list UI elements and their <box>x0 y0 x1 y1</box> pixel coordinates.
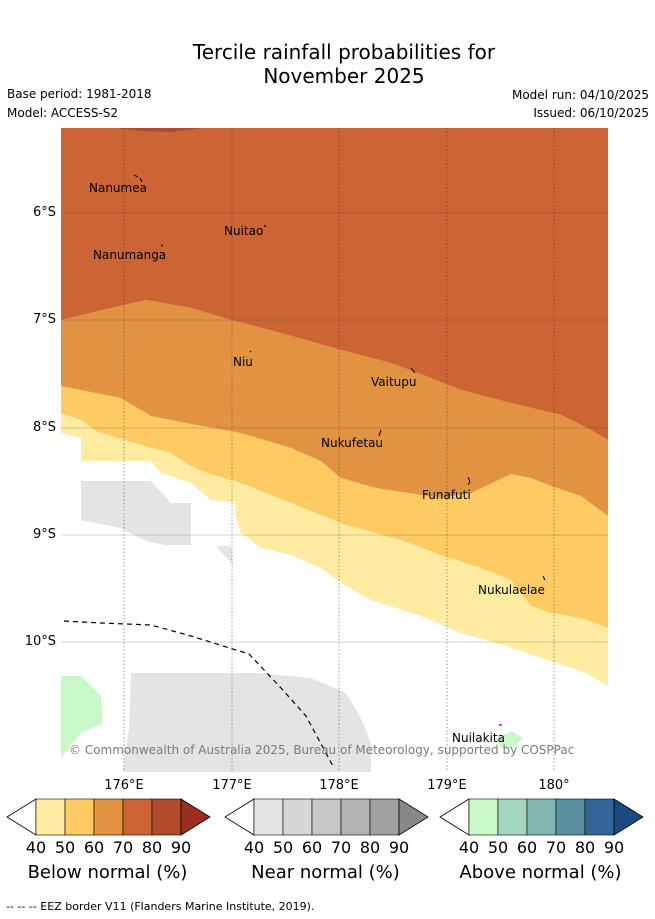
colorbar-extend-high <box>180 798 211 836</box>
colorbar-segment <box>122 798 153 836</box>
cb-above-tick: 90 <box>603 838 625 857</box>
place-label-funafuti: Funafuti <box>422 488 471 502</box>
colorbar-extend-low <box>439 798 470 836</box>
island-nukufetau <box>378 429 382 437</box>
eez-border <box>63 620 335 769</box>
colorbar-segment <box>35 798 66 836</box>
model-run: Model run: 04/10/2025 <box>511 88 649 102</box>
island-niu <box>249 350 252 353</box>
cb-above-tick: 70 <box>545 838 567 857</box>
colorbar-segment <box>64 798 95 836</box>
colorbar-near <box>224 798 429 836</box>
lat-label-10s: 10°S <box>24 634 56 649</box>
copyright-notice: © Commonwealth of Australia 2025, Bureau… <box>69 743 574 757</box>
eez-footer-note: -- -- -- EEZ border V11 (Flanders Marine… <box>6 900 315 913</box>
place-label-nanumanga: Nanumanga <box>93 248 166 262</box>
island-funafuti <box>467 476 471 486</box>
cb-above-tick: 60 <box>516 838 538 857</box>
cb-above-tick: 40 <box>458 838 480 857</box>
lat-label-7s: 7°S <box>32 312 56 327</box>
colorbar-segment <box>468 798 499 836</box>
band-60-70 <box>61 300 608 516</box>
cb-below-tick: 50 <box>54 838 76 857</box>
colorbar-above-title: Above normal (%) <box>459 862 622 883</box>
colorbar-segment <box>253 798 284 836</box>
lat-grid-lines <box>61 212 608 643</box>
cb-below-tick: 40 <box>25 838 47 857</box>
colorbar-extend-high <box>613 798 644 836</box>
lon-label-180: 180° <box>538 778 570 793</box>
colorbar-segment <box>584 798 615 836</box>
band-40-50 <box>61 413 608 686</box>
place-label-nukufetau: Nukufetau <box>321 436 383 450</box>
island-nukulaelae <box>542 575 546 581</box>
issued-date: Issued: 06/10/2025 <box>533 106 649 120</box>
colorbar-extend-low <box>6 798 37 836</box>
place-label-vaitupu: Vaitupu <box>371 375 417 389</box>
lat-label-6s: 6°S <box>32 205 56 220</box>
colorbar-above <box>439 798 644 836</box>
colorbar-segment <box>497 798 528 836</box>
cb-near-tick: 50 <box>272 838 294 857</box>
island-nanumea <box>133 174 143 183</box>
island-nuitao <box>263 224 267 228</box>
base-period: Base period: 1981-2018 <box>7 87 152 101</box>
place-label-niu: Niu <box>233 355 253 369</box>
lat-label-8s: 8°S <box>32 420 56 435</box>
cb-below-tick: 70 <box>112 838 134 857</box>
cb-above-tick: 80 <box>574 838 596 857</box>
title-line-1: Tercile rainfall probabilities for <box>192 40 496 64</box>
colorbar-segment <box>526 798 557 836</box>
title-line-2: November 2025 <box>263 64 425 88</box>
place-label-nanumea: Nanumea <box>89 181 147 195</box>
map-plot <box>61 128 608 772</box>
island-marks <box>133 174 546 726</box>
above-normal-region-2 <box>496 731 523 748</box>
colorbar-below-title: Below normal (%) <box>27 862 188 883</box>
colorbar-segment <box>93 798 124 836</box>
island-vaitupu <box>410 367 416 374</box>
cb-near-tick: 60 <box>301 838 323 857</box>
band-70-80 <box>61 128 608 440</box>
colorbar-segment <box>311 798 342 836</box>
lon-label-176e: 176°E <box>104 778 144 793</box>
island-nanumanga <box>160 244 164 247</box>
lon-label-179e: 179°E <box>427 778 467 793</box>
near-normal-region-2 <box>216 546 233 565</box>
colorbar-extend-low <box>224 798 255 836</box>
colorbar-segment <box>340 798 371 836</box>
cb-near-tick: 90 <box>388 838 410 857</box>
colorbar-extend-high <box>398 798 429 836</box>
near-normal-region-3 <box>123 673 371 772</box>
lon-label-178e: 178°E <box>319 778 359 793</box>
cb-near-tick: 40 <box>243 838 265 857</box>
model-name: Model: ACCESS-S2 <box>7 106 119 120</box>
colorbar-segment <box>282 798 313 836</box>
colorbar-below <box>6 798 211 836</box>
colorbar-segment <box>369 798 400 836</box>
above-normal-region-1 <box>61 676 103 758</box>
lon-label-177e: 177°E <box>212 778 252 793</box>
cb-near-tick: 80 <box>359 838 381 857</box>
colorbar-segment <box>151 798 182 836</box>
chart-title: Tercile rainfall probabilities for Novem… <box>0 40 655 88</box>
cb-near-tick: 70 <box>330 838 352 857</box>
cb-below-tick: 80 <box>141 838 163 857</box>
band-80-90 <box>116 128 201 132</box>
grid-lines <box>123 128 555 772</box>
place-label-nuitao: Nuitao <box>224 224 263 238</box>
lat-label-9s: 9°S <box>32 527 56 542</box>
place-label-nuilakita: Nuilakita <box>452 731 505 745</box>
cb-above-tick: 50 <box>487 838 509 857</box>
band-50-60 <box>61 386 608 628</box>
place-label-nukulaelae: Nukulaelae <box>478 583 545 597</box>
colorbar-near-title: Near normal (%) <box>251 862 400 883</box>
colorbar-segment <box>555 798 586 836</box>
near-normal-region-1 <box>81 481 191 545</box>
colorbars <box>6 798 644 836</box>
cb-below-tick: 90 <box>170 838 192 857</box>
cb-below-tick: 60 <box>83 838 105 857</box>
